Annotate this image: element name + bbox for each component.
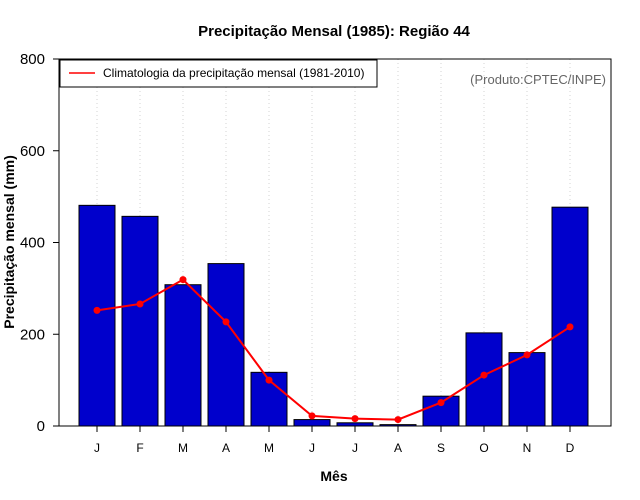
x-tick-label: M: [264, 441, 274, 455]
climatology-point-7: [351, 415, 359, 423]
bar-2: [121, 215, 159, 427]
bar-1: [78, 204, 116, 427]
climatology-point-2: [136, 300, 144, 308]
x-tick-label: A: [394, 441, 402, 455]
climatology-point-12: [566, 323, 574, 331]
climatology-point-11: [523, 351, 531, 359]
bar-6: [293, 419, 331, 427]
climatology-point-10: [480, 371, 488, 379]
y-axis-label: Precipitação mensal (mm): [1, 155, 17, 329]
bar-10: [465, 332, 503, 427]
y-tick-label: 200: [20, 326, 45, 343]
climatology-point-5: [265, 376, 273, 384]
bars: [78, 204, 589, 427]
y-tick-label: 400: [20, 235, 45, 252]
x-tick-label: N: [523, 441, 532, 455]
climatology-point-9: [437, 399, 445, 407]
y-tick-label: 0: [37, 418, 45, 435]
legend: Climatologia da precipitação mensal (198…: [59, 59, 378, 88]
climatology-point-6: [308, 412, 316, 420]
x-tick-label: D: [566, 441, 575, 455]
legend-entry-climatology: Climatologia da precipitação mensal (198…: [103, 66, 364, 80]
x-tick-label: A: [222, 441, 230, 455]
y-axis: 0 200 400 600 800: [20, 51, 59, 435]
climatology-point-8: [394, 416, 402, 424]
x-tick-label: J: [94, 441, 100, 455]
chart-title: Precipitação Mensal (1985): Região 44: [198, 23, 470, 40]
bar-11: [508, 352, 546, 427]
climatology-point-1: [93, 306, 101, 314]
bar-4: [207, 263, 245, 427]
legend-box: [59, 59, 378, 88]
x-tick-label: J: [309, 441, 315, 455]
x-tick-label: O: [479, 441, 488, 455]
x-tick-label: S: [437, 441, 445, 455]
bar-12: [551, 206, 589, 427]
bar-3: [164, 284, 202, 427]
x-tick-label: F: [136, 441, 143, 455]
y-tick-label: 600: [20, 143, 45, 160]
product-credit: (Produto:CPTEC/INPE): [470, 72, 606, 87]
climatology-series: [93, 276, 574, 424]
x-tick-label: M: [178, 441, 188, 455]
climatology-point-4: [222, 318, 230, 326]
y-tick-label: 800: [20, 51, 45, 68]
climatology-line: [96, 278, 571, 421]
x-tick-label: J: [352, 441, 358, 455]
x-axis-label: Mês: [320, 468, 347, 484]
climatology-point-3: [179, 276, 187, 284]
